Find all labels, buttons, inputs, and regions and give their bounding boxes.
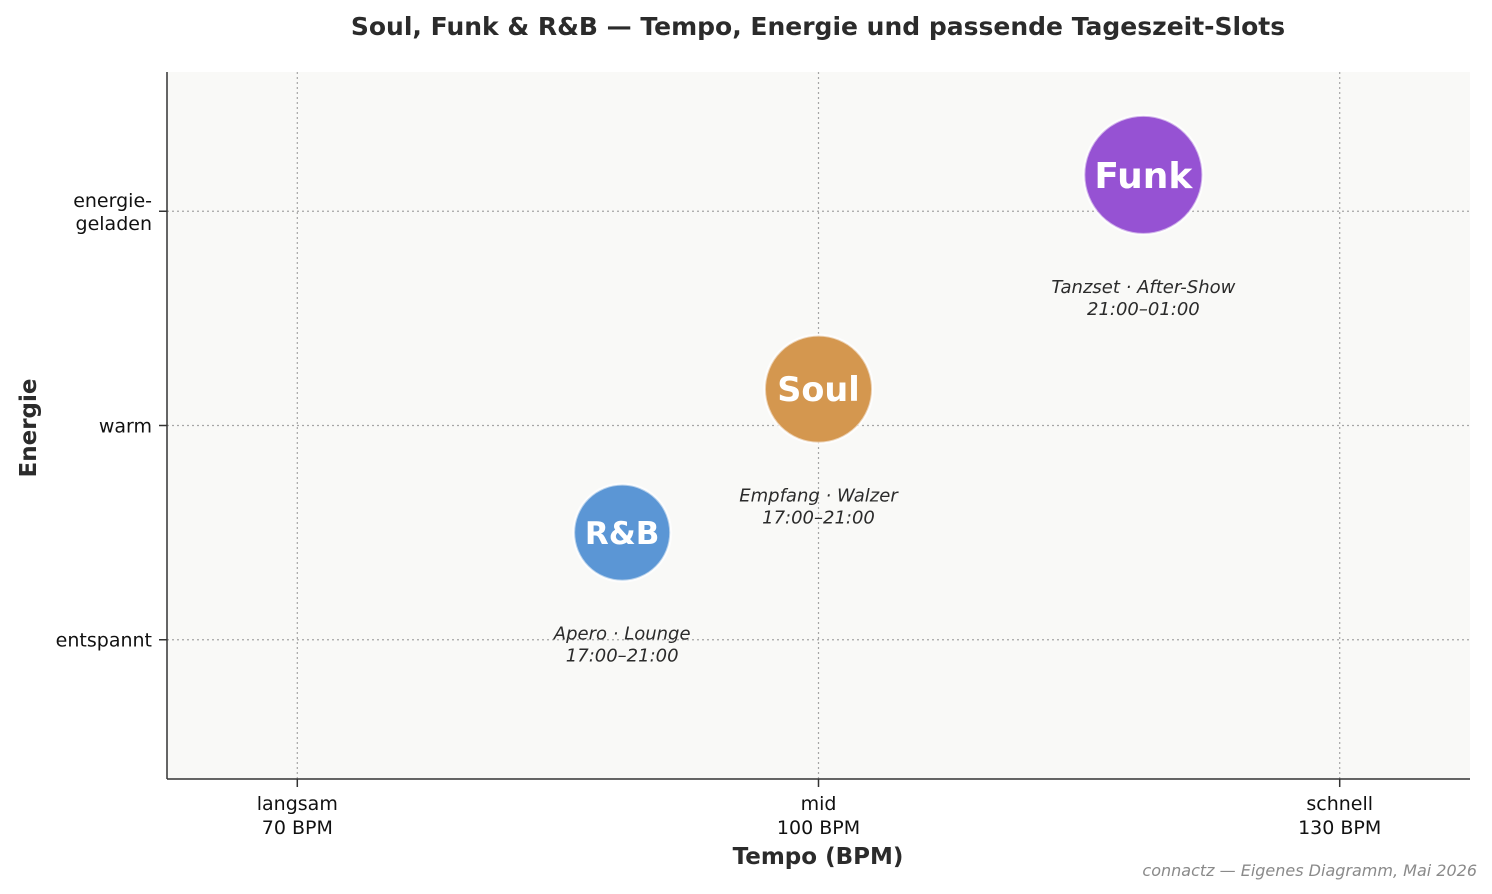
slot-annotation-line: 17:00–21:00 bbox=[762, 508, 875, 529]
bubble-halo bbox=[572, 482, 673, 583]
slot-annotation: Empfang · Walzer 17:00–21:00 bbox=[739, 486, 899, 529]
y-tick-labels: entspannt warm energie-geladen bbox=[56, 190, 152, 652]
x-tick-label-line: 100 BPM bbox=[777, 817, 860, 839]
y-tick-label-line: energie- bbox=[73, 190, 152, 212]
x-tick-labels: langsam 70 BPM mid 100 BPM schnell 130 BPM bbox=[257, 793, 1382, 839]
slot-annotation: Apero · Lounge 17:00–21:00 bbox=[553, 624, 691, 667]
chart-title: Soul, Funk & R&B — Tempo, Energie und pa… bbox=[351, 12, 1285, 41]
x-tick-label: langsam 70 BPM bbox=[257, 793, 338, 839]
y-tick-label-line: geladen bbox=[76, 213, 152, 235]
y-tick-label: warm bbox=[99, 416, 152, 438]
x-tick-label: mid 100 BPM bbox=[777, 793, 860, 839]
bubble-label: Funk bbox=[1094, 156, 1193, 197]
x-tick-label-line: schnell bbox=[1306, 793, 1373, 815]
bubble-halo bbox=[763, 333, 874, 445]
tick-marks bbox=[159, 210, 1341, 787]
x-tick-label-line: 70 BPM bbox=[262, 817, 333, 839]
x-tick-label-line: langsam bbox=[257, 793, 338, 815]
slot-annotation-line: Empfang · Walzer bbox=[739, 486, 899, 507]
slot-annotation-line: 21:00–01:00 bbox=[1087, 299, 1200, 320]
bubble-label: R&B bbox=[585, 516, 660, 552]
x-axis-title: Tempo (BPM) bbox=[733, 844, 904, 870]
slot-annotation-line: 17:00–21:00 bbox=[566, 646, 679, 667]
bubbles: R&B Soul Funk bbox=[572, 113, 1205, 583]
y-tick-label: entspannt bbox=[56, 630, 152, 652]
credit-note: connactz — Eigenes Diagramm, Mai 2026 bbox=[1142, 861, 1477, 880]
bubble-label: Soul bbox=[777, 370, 859, 409]
slot-annotation: Tanzset · After-Show 21:00–01:00 bbox=[1051, 277, 1235, 320]
y-tick-label: energie-geladen bbox=[73, 190, 152, 235]
slot-annotation-line: Tanzset · After-Show bbox=[1051, 277, 1235, 298]
bubble-soul bbox=[765, 335, 872, 443]
y-tick-label-line: warm bbox=[99, 416, 152, 438]
bubble-rb bbox=[574, 484, 671, 581]
bubble-halo bbox=[1082, 113, 1205, 236]
bubble-funk bbox=[1084, 115, 1203, 234]
slot-annotation-line: Apero · Lounge bbox=[553, 624, 691, 645]
y-axis-title: Energie bbox=[16, 379, 42, 478]
x-tick-label-line: mid bbox=[801, 793, 837, 815]
y-tick-label-line: entspannt bbox=[56, 630, 152, 652]
x-tick-label: schnell 130 BPM bbox=[1298, 793, 1381, 839]
x-tick-label-line: 130 BPM bbox=[1298, 817, 1381, 839]
